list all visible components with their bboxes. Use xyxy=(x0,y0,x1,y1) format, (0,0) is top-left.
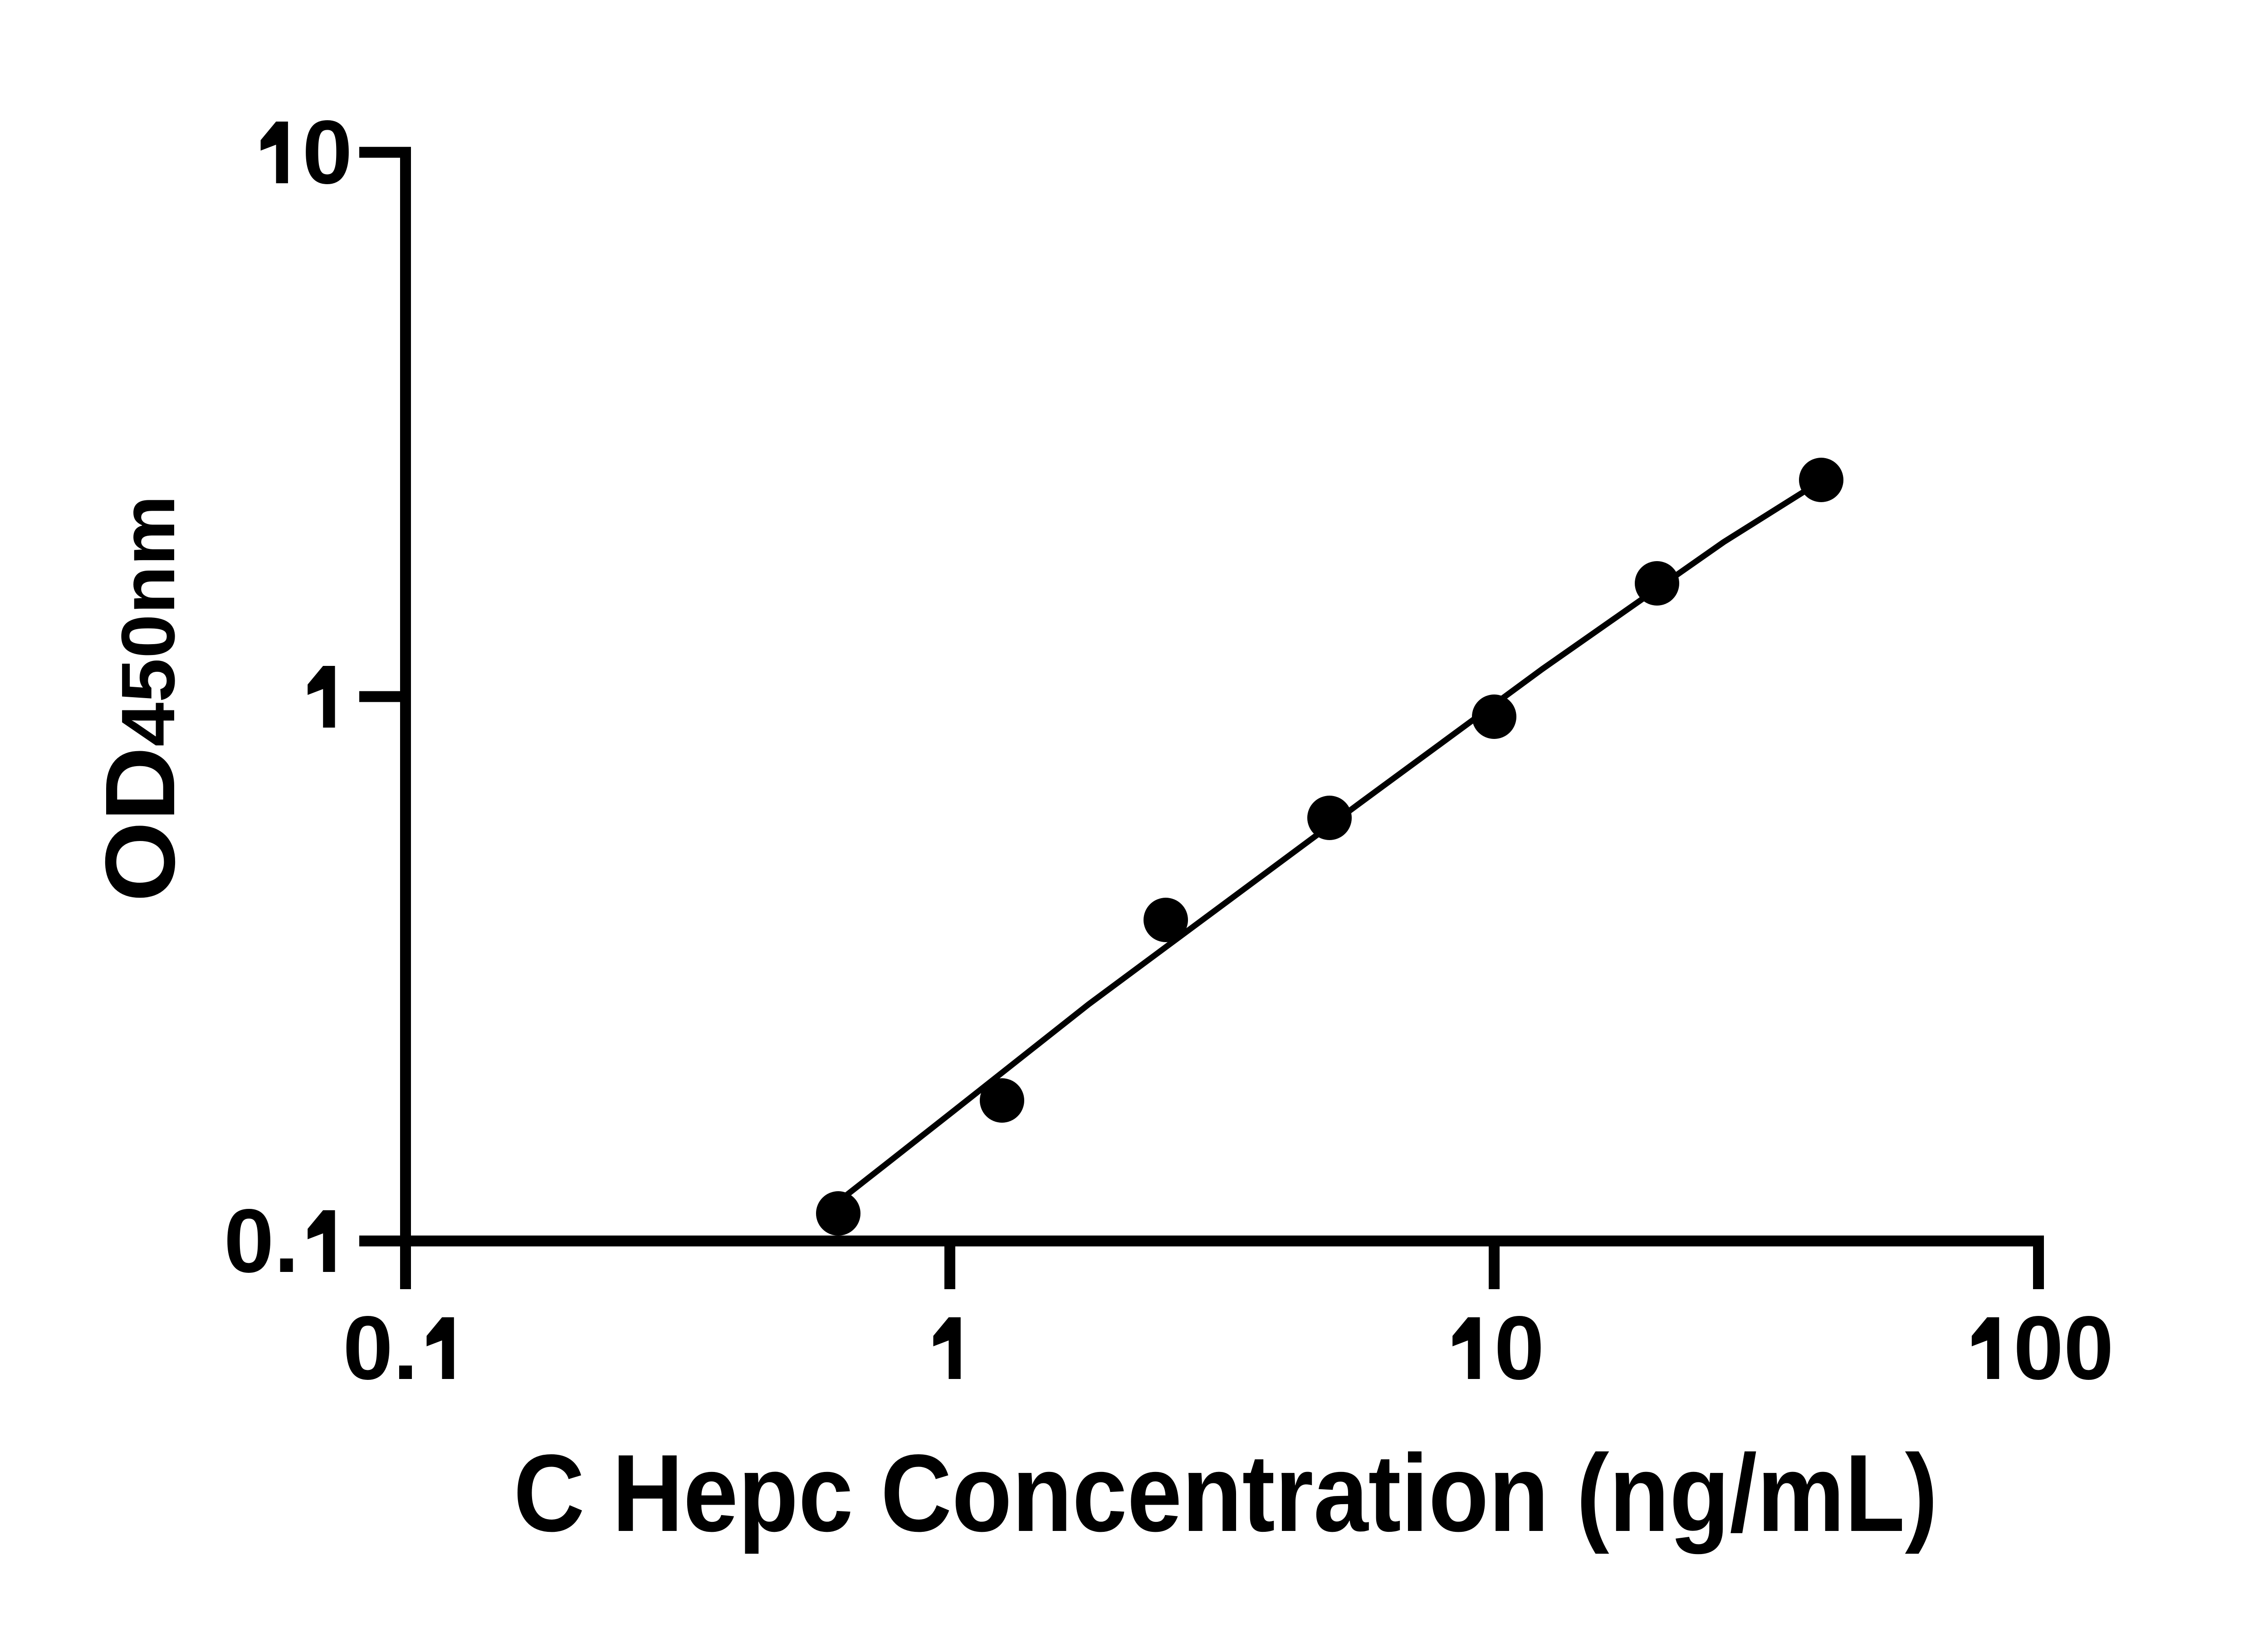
svg-text:C Hepc Concentration (ng/mL): C Hepc Concentration (ng/mL) xyxy=(513,1432,1938,1555)
svg-text:0: 0 xyxy=(302,102,352,203)
svg-text:0.: 0. xyxy=(343,1298,418,1398)
svg-text:0.: 0. xyxy=(224,1191,299,1291)
svg-text:0: 0 xyxy=(1494,1298,1545,1398)
svg-text:OD450nm: OD450nm xyxy=(85,495,196,902)
svg-text:00: 00 xyxy=(2014,1298,2114,1398)
